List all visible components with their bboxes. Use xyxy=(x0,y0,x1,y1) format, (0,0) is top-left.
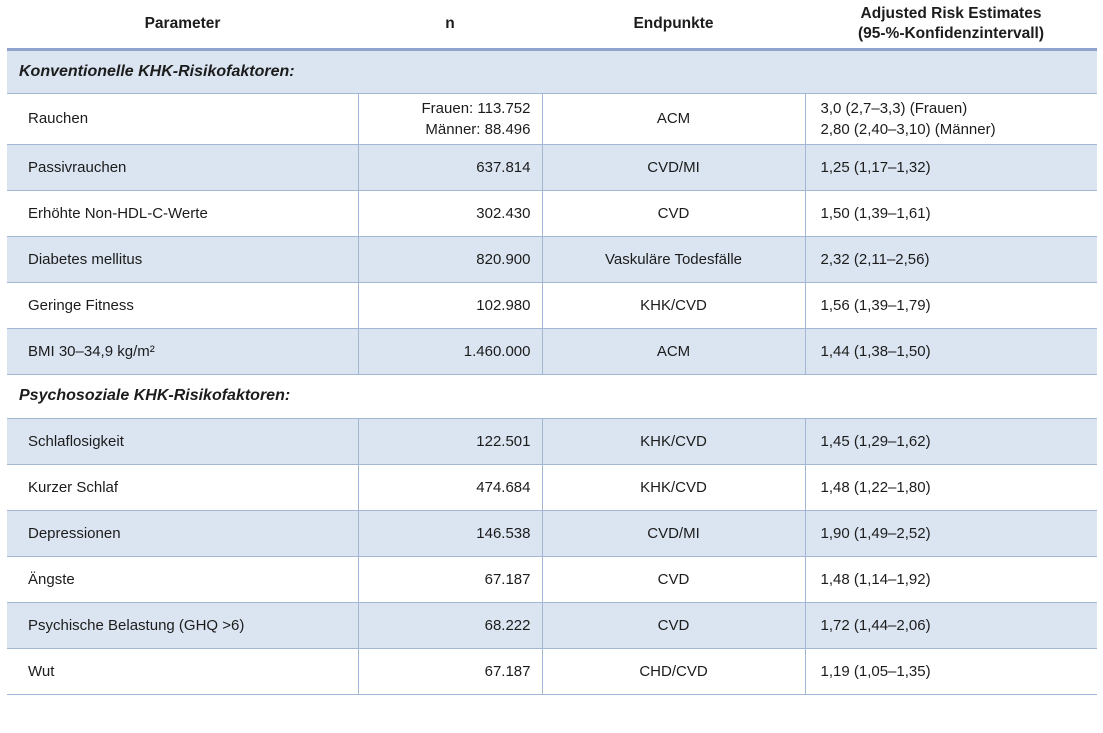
n-cell-line: Männer: 88.496 xyxy=(425,120,531,138)
col-header-endpunkte: Endpunkte xyxy=(542,0,805,51)
endpunkt-cell: KHK/CVD xyxy=(541,417,805,465)
col-header-risk-line1: Adjusted Risk Estimates xyxy=(860,4,1042,22)
n-cell: 67.187 xyxy=(357,555,542,603)
header-row: Parameter n Endpunkte Adjusted Risk Esti… xyxy=(7,0,1097,51)
risk-estimate-cell: 1,90 (1,49–2,52) xyxy=(804,509,1097,557)
table-row: Kurzer Schlaf 474.684 KHK/CVD 1,48 (1,22–1,… xyxy=(7,463,1097,511)
table-row: Erhöhte Non-HDL-C-Werte 302.430 CVD 1,50 (1… xyxy=(7,189,1097,237)
risk-estimate-cell: 3,0 (2,7–3,3) (Frauen) 2,80 (2,40–3,10) (… xyxy=(804,92,1097,145)
risk-estimate-cell: 1,44 (1,38–1,50) xyxy=(804,327,1097,375)
n-cell: 122.501 xyxy=(357,417,542,465)
col-header-parameter: Parameter xyxy=(7,0,358,51)
n-cell: 637.814 xyxy=(357,143,542,191)
parameter-cell: Diabetes mellitus xyxy=(7,235,358,283)
col-header-risk-estimates: Adjusted Risk Estimates (95-%-Konfidenzi… xyxy=(805,0,1097,51)
col-header-n: n xyxy=(358,0,542,51)
risk-estimate-cell-line: 2,80 (2,40–3,10) (Männer) xyxy=(820,120,996,138)
n-cell-line: Frauen: 113.752 xyxy=(421,99,531,117)
endpunkt-cell: KHK/CVD xyxy=(541,463,805,511)
table-row: Depressionen 146.538 CVD/MI 1,90 (1,49–2,52… xyxy=(7,509,1097,557)
parameter-cell: Passivrauchen xyxy=(7,143,358,191)
n-cell: 68.222 xyxy=(357,601,542,649)
endpunkt-cell: ACM xyxy=(541,92,805,145)
parameter-cell: Schlaflosigkeit xyxy=(7,417,358,465)
endpunkt-cell: CVD/MI xyxy=(541,143,805,191)
risk-estimates-table: Parameter n Endpunkte Adjusted Risk Esti… xyxy=(7,0,1097,695)
endpunkt-cell: ACM xyxy=(541,327,805,375)
endpunkt-cell: CVD xyxy=(541,601,805,649)
risk-estimate-cell: 1,72 (1,44–2,06) xyxy=(804,601,1097,649)
parameter-cell: Geringe Fitness xyxy=(7,281,358,329)
section-row: Konventionelle KHK-Risikofaktoren: xyxy=(7,48,1097,94)
section-row: Psychosoziale KHK-Risikofaktoren: xyxy=(7,373,1097,419)
risk-estimate-cell: 1,45 (1,29–1,62) xyxy=(804,417,1097,465)
endpunkt-cell: CVD xyxy=(541,555,805,603)
risk-estimate-cell: 2,32 (2,11–2,56) xyxy=(804,235,1097,283)
n-cell: 67.187 xyxy=(357,647,542,695)
endpunkt-cell: Vaskuläre Todesfälle xyxy=(541,235,805,283)
endpunkt-cell: CHD/CVD xyxy=(541,647,805,695)
table-row: Diabetes mellitus 820.900 Vaskuläre Todesf… xyxy=(7,235,1097,283)
table-row: BMI 30–34,9 kg/m² 1.460.000 ACM 1,44 (1,38–… xyxy=(7,327,1097,375)
endpunkt-cell: CVD xyxy=(541,189,805,237)
n-cell: Frauen: 113.752 Männer: 88.496 xyxy=(357,92,542,145)
n-cell: 102.980 xyxy=(357,281,542,329)
risk-estimate-cell: 1,50 (1,39–1,61) xyxy=(804,189,1097,237)
table-row: Passivrauchen 637.814 CVD/MI 1,25 (1,17–1,3… xyxy=(7,143,1097,191)
n-cell: 1.460.000 xyxy=(357,327,542,375)
parameter-cell: Psychische Belastung (GHQ >6) xyxy=(7,601,358,649)
table-row: Ängste 67.187 CVD 1,48 (1,14–1,92) xyxy=(7,555,1097,603)
n-cell: 474.684 xyxy=(357,463,542,511)
parameter-cell: Kurzer Schlaf xyxy=(7,463,358,511)
risk-estimate-cell: 1,19 (1,05–1,35) xyxy=(804,647,1097,695)
n-cell: 820.900 xyxy=(357,235,542,283)
parameter-cell: Rauchen xyxy=(7,92,358,145)
risk-estimate-cell: 1,48 (1,22–1,80) xyxy=(804,463,1097,511)
section-title: Konventionelle KHK-Risikofaktoren: xyxy=(7,48,1097,94)
endpunkt-cell: CVD/MI xyxy=(541,509,805,557)
n-cell: 302.430 xyxy=(357,189,542,237)
parameter-cell: Erhöhte Non-HDL-C-Werte xyxy=(7,189,358,237)
table-body: Konventionelle KHK-Risikofaktoren: Rauche… xyxy=(7,48,1097,695)
table-row: Rauchen Frauen: 113.752 Männer: 88.496 ACM 3… xyxy=(7,92,1097,145)
n-cell: 146.538 xyxy=(357,509,542,557)
section-title: Psychosoziale KHK-Risikofaktoren: xyxy=(7,373,1097,419)
endpunkt-cell: KHK/CVD xyxy=(541,281,805,329)
parameter-cell: Depressionen xyxy=(7,509,358,557)
parameter-cell: BMI 30–34,9 kg/m² xyxy=(7,327,358,375)
parameter-cell: Wut xyxy=(7,647,358,695)
table-row: Schlaflosigkeit 122.501 KHK/CVD 1,45 (1,29–… xyxy=(7,417,1097,465)
table-header: Parameter n Endpunkte Adjusted Risk Esti… xyxy=(7,0,1097,51)
parameter-cell: Ängste xyxy=(7,555,358,603)
table-row: Geringe Fitness 102.980 KHK/CVD 1,56 (1,39–… xyxy=(7,281,1097,329)
risk-estimate-cell: 1,48 (1,14–1,92) xyxy=(804,555,1097,603)
risk-estimate-cell-line: 3,0 (2,7–3,3) (Frauen) xyxy=(820,99,968,117)
table-row: Wut 67.187 CHD/CVD 1,19 (1,05–1,35) xyxy=(7,647,1097,695)
risk-estimate-cell: 1,25 (1,17–1,32) xyxy=(804,143,1097,191)
table-row: Psychische Belastung (GHQ >6) 68.222 CVD 1,… xyxy=(7,601,1097,649)
col-header-risk-line2: (95-%-Konfidenzintervall) xyxy=(857,24,1044,42)
risk-estimate-cell: 1,56 (1,39–1,79) xyxy=(804,281,1097,329)
